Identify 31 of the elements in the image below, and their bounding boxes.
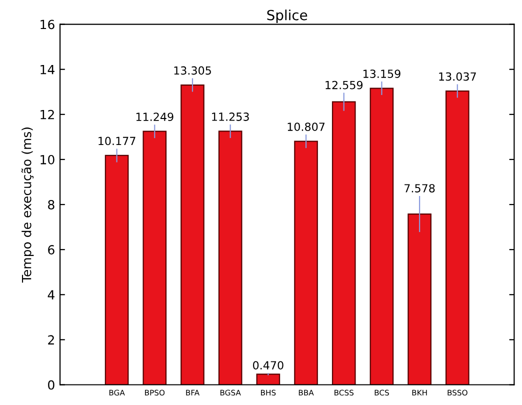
bar (104, 154, 129, 385)
data-label: 13.037 (439, 72, 476, 81)
y-tick-label: 12 (40, 110, 54, 120)
bar (370, 88, 394, 385)
y-tick-label: 10 (40, 154, 54, 164)
chart-title: Splice (267, 10, 308, 24)
bar (408, 213, 432, 385)
bar (218, 130, 242, 385)
data-label: 0.470 (253, 361, 284, 370)
data-label: 10.807 (288, 122, 325, 131)
y-axis-title: Tempo de execução (ms) (21, 128, 34, 283)
bar (294, 140, 318, 385)
data-label: 12.559 (326, 80, 363, 90)
data-label: 7.578 (404, 184, 435, 192)
y-tick-label: 14 (40, 64, 54, 74)
y-tick-label: 8 (48, 200, 54, 210)
bar (332, 101, 356, 385)
data-label: 13.159 (363, 70, 400, 78)
bar (142, 130, 167, 385)
bar (180, 84, 204, 385)
bar (445, 90, 470, 385)
y-tick-label: 0 (48, 380, 54, 390)
data-label: 11.253 (212, 112, 249, 121)
y-tick-label: 4 (48, 290, 54, 300)
data-label: 13.305 (174, 66, 211, 75)
data-label: 10.177 (98, 136, 136, 146)
bar (256, 374, 280, 385)
y-tick-label: 2 (48, 335, 54, 344)
y-tick-label: 6 (48, 245, 54, 255)
y-tick-label: 16 (40, 20, 54, 30)
data-label: 11.249 (136, 112, 174, 122)
